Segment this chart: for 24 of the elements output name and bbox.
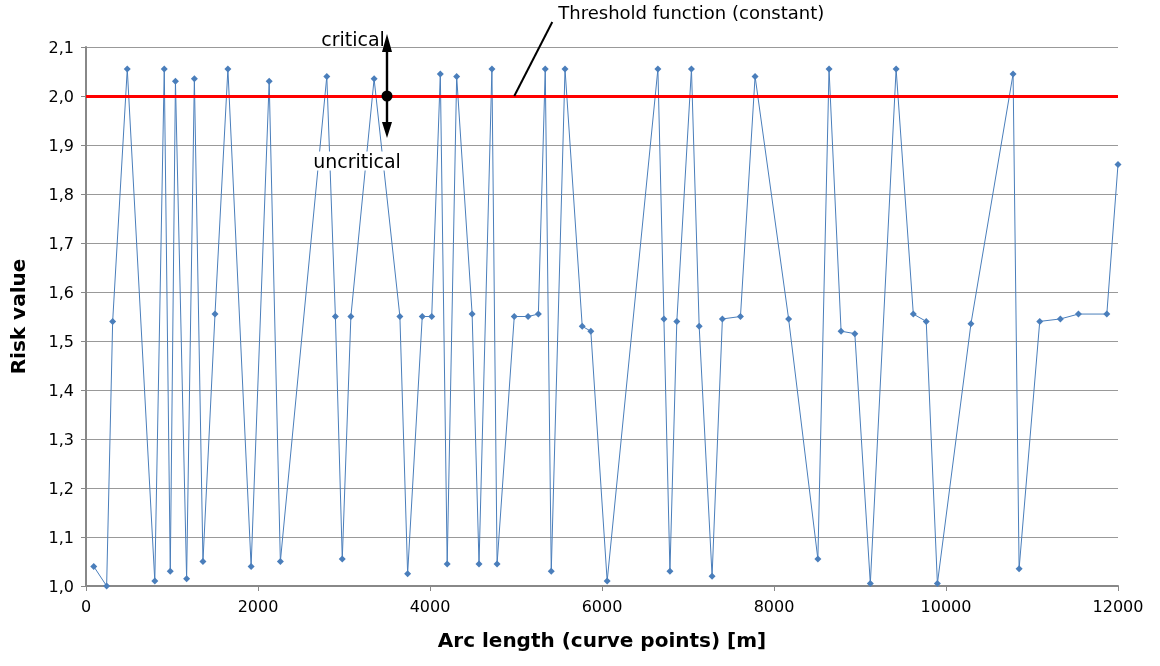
y-tick-label: 2,1 [48, 37, 74, 57]
x-tick-label: 10000 [920, 596, 972, 616]
annotation: critical [321, 28, 385, 50]
y-axis-title: Risk value [6, 258, 30, 375]
y-tick-label: 1,5 [48, 331, 74, 351]
x-tick-label: 4000 [409, 596, 451, 616]
y-tick-label: 1,3 [48, 429, 74, 449]
y-tick-label: 2,0 [48, 86, 74, 106]
annotation: uncritical [313, 150, 401, 172]
x-axis-title: Arc length (curve points) [m] [437, 628, 767, 652]
y-tick-label: 1,2 [48, 478, 74, 498]
y-tick-label: 1,8 [48, 184, 74, 204]
y-tick-label: 1,6 [48, 282, 74, 302]
y-tick-label: 1,1 [48, 527, 74, 547]
y-tick-label: 1,4 [48, 380, 74, 400]
x-tick-label: 6000 [581, 596, 623, 616]
y-tick-label: 1,0 [48, 576, 74, 596]
x-tick-label: 0 [80, 596, 92, 616]
x-tick-label: 2000 [237, 596, 279, 616]
x-tick-label: 8000 [753, 596, 795, 616]
y-tick-label: 1,7 [48, 233, 74, 253]
x-tick-label: 12000 [1092, 596, 1144, 616]
ref-line-label: Threshold function (constant) [557, 1, 825, 23]
y-tick-label: 1,9 [48, 135, 74, 155]
